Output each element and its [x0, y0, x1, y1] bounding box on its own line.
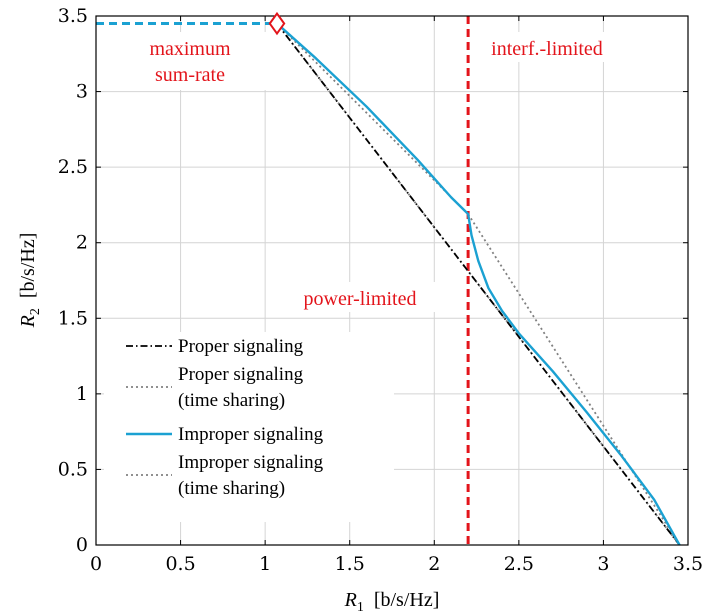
- series-line-2: [276, 22, 681, 546]
- legend-label-1-line-1: (time sharing): [178, 390, 285, 411]
- annotation-0-line-0: maximum: [149, 38, 231, 60]
- legend-label-2-line-0: Improper signaling: [178, 424, 324, 445]
- markers: [268, 11, 286, 36]
- legend-label-3-line-0: Improper signaling: [178, 452, 324, 473]
- legend-label-3-line-1: (time sharing): [178, 478, 285, 499]
- x-tick-label-6: 3: [597, 553, 609, 575]
- annotation-0-line-1: sum-rate: [155, 64, 225, 86]
- x-tick-label-4: 2: [428, 553, 440, 575]
- x-axis-label: R1 [b/s/Hz]: [344, 589, 440, 614]
- tick-labels: 0 0.5 1 1.5 2 2.5 3 3.5 0 0.5 1 1.5 2 2.5 3 3.5: [58, 5, 703, 575]
- annotation-1-line-0: interf.-limited: [491, 38, 603, 60]
- y-axis-label: R2[b/s/Hz]: [17, 233, 43, 329]
- y-tick-label-1: 0.5: [58, 458, 88, 480]
- y-tick-label-3: 1.5: [58, 307, 88, 329]
- x-tick-label-3: 1.5: [335, 553, 365, 575]
- x-tick-label-7: 3.5: [673, 553, 703, 575]
- y-tick-label-5: 2.5: [58, 156, 88, 178]
- legend-label-1-line-0: Proper signaling: [178, 364, 304, 385]
- y-tick-label-7: 3.5: [58, 5, 88, 27]
- annotation-bg-0: [118, 32, 268, 90]
- legend: Proper signaling Proper signaling (time sh…: [104, 332, 394, 522]
- legend-label-0-line-0: Proper signaling: [178, 336, 304, 357]
- x-tick-label-1: 0.5: [165, 553, 195, 575]
- plot-frame: [95, 15, 689, 546]
- annotation-bg-2: [282, 282, 438, 312]
- y-tick-label-4: 2: [76, 232, 88, 254]
- annotation-2-line-0: power-limited: [304, 288, 417, 310]
- y-tick-label-6: 3: [76, 81, 88, 103]
- annotations: maximum sum-rate interf.-limited power-limi…: [118, 32, 624, 312]
- ticks: [95, 15, 689, 546]
- reference-lines: [96, 16, 470, 545]
- y-tick-label-0: 0: [76, 534, 88, 556]
- series-line-3: [276, 22, 681, 546]
- series-lines: [276, 22, 681, 546]
- x-tick-label-5: 2.5: [504, 553, 534, 575]
- y-tick-label-2: 1: [76, 383, 88, 405]
- legend-box: [104, 332, 394, 522]
- series-line-0: [276, 23, 681, 546]
- x-tick-label-0: 0: [90, 553, 102, 575]
- marker-diamond-0: [268, 11, 286, 36]
- x-tick-label-2: 1: [259, 553, 271, 575]
- annotation-bg-1: [470, 32, 624, 62]
